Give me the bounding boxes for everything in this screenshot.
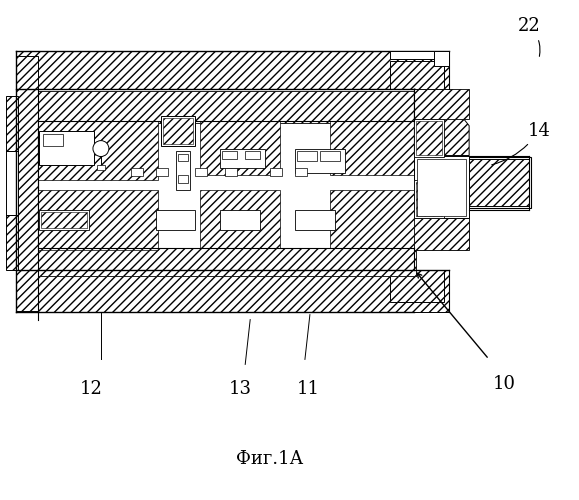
Bar bbox=[38, 248, 416, 276]
Bar bbox=[163, 118, 193, 144]
Bar bbox=[415, 180, 444, 218]
Bar bbox=[200, 120, 280, 176]
Bar bbox=[434, 51, 449, 66]
Bar bbox=[156, 210, 196, 230]
Bar bbox=[391, 53, 442, 59]
Bar bbox=[156, 168, 167, 176]
Bar bbox=[390, 61, 444, 89]
Bar bbox=[221, 210, 260, 230]
Bar bbox=[295, 148, 345, 174]
Bar bbox=[330, 190, 419, 248]
Text: Фиг.1А: Фиг.1А bbox=[236, 450, 304, 468]
Text: 13: 13 bbox=[229, 380, 252, 398]
Bar bbox=[390, 51, 444, 59]
Bar bbox=[196, 168, 207, 176]
Bar bbox=[295, 210, 335, 230]
Bar bbox=[97, 166, 105, 170]
Bar bbox=[6, 215, 19, 270]
Bar bbox=[415, 218, 469, 250]
Bar bbox=[131, 168, 142, 176]
Bar bbox=[437, 53, 447, 63]
Bar bbox=[320, 150, 340, 160]
Bar bbox=[16, 270, 449, 312]
Bar bbox=[416, 120, 442, 154]
Bar bbox=[221, 148, 265, 169]
Text: 10: 10 bbox=[493, 375, 515, 393]
Bar bbox=[295, 168, 307, 176]
Bar bbox=[43, 134, 63, 145]
Bar bbox=[225, 168, 237, 176]
Bar bbox=[38, 120, 416, 250]
Bar bbox=[39, 130, 94, 166]
Polygon shape bbox=[415, 218, 469, 250]
Bar bbox=[200, 190, 280, 248]
Polygon shape bbox=[415, 89, 469, 156]
Bar bbox=[416, 182, 442, 216]
Bar bbox=[38, 120, 157, 180]
Text: 11: 11 bbox=[296, 380, 320, 398]
Bar bbox=[175, 150, 190, 190]
Bar bbox=[38, 248, 416, 276]
Bar bbox=[330, 120, 419, 176]
Bar bbox=[417, 158, 466, 216]
Bar bbox=[39, 210, 89, 230]
Bar bbox=[41, 212, 87, 228]
Bar bbox=[6, 150, 19, 215]
Bar bbox=[415, 156, 469, 218]
Bar bbox=[467, 156, 531, 208]
Bar bbox=[6, 96, 19, 150]
Text: 22: 22 bbox=[518, 17, 540, 56]
Bar bbox=[245, 150, 260, 158]
Circle shape bbox=[93, 140, 109, 156]
Bar bbox=[38, 190, 157, 250]
Bar bbox=[178, 154, 189, 162]
Bar bbox=[469, 158, 529, 206]
Bar bbox=[178, 176, 189, 184]
Bar bbox=[415, 118, 444, 156]
Bar bbox=[270, 168, 282, 176]
Text: 12: 12 bbox=[79, 380, 102, 398]
Bar bbox=[390, 270, 444, 302]
Bar bbox=[16, 51, 449, 89]
Bar bbox=[415, 89, 469, 118]
Bar bbox=[38, 91, 416, 122]
Text: 14: 14 bbox=[492, 122, 550, 165]
Bar bbox=[38, 91, 416, 122]
Bar bbox=[160, 116, 196, 146]
Bar bbox=[222, 150, 237, 158]
Bar bbox=[297, 150, 317, 160]
Bar bbox=[16, 56, 38, 310]
